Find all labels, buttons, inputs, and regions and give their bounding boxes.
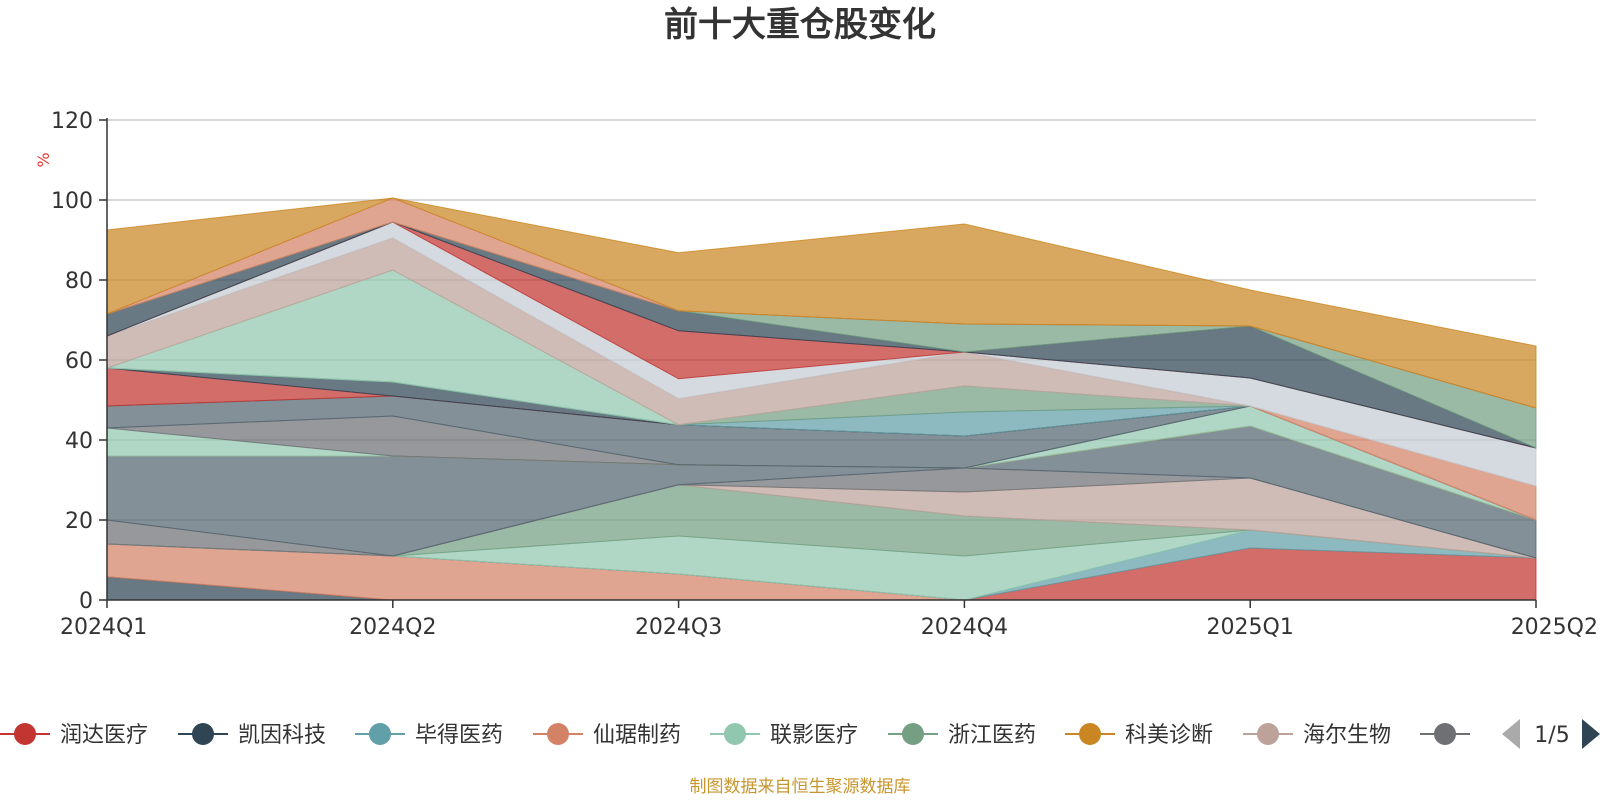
chart-title: 前十大重仓股变化 [664,5,936,45]
legend-marker [1079,723,1101,745]
stacked-areas [106,197,1537,601]
x-tick-label: 2024Q1 [60,615,147,640]
legend-marker [1257,723,1279,745]
legend-marker [1434,723,1456,745]
x-tick-label: 2024Q3 [635,615,722,640]
y-tick-label: 0 [79,589,93,614]
y-tick-label: 100 [51,189,93,214]
x-tick-label: 2024Q2 [349,615,436,640]
legend: 润达医疗 凯因科技 毕得医药 仙琚制药 联影医疗 浙江医药 科美诊断 海尔生物 [0,723,1470,748]
source-note: 制图数据来自恒生聚源数据库 [690,777,911,797]
axes: 0 20 40 60 80 100 120 2024Q1 2024Q2 2024Q3 2024Q4 2… [51,109,1598,640]
legend-pager: 1/5 [1502,719,1600,749]
y-tick-label: 40 [65,429,93,454]
y-tick-label: 20 [65,509,93,534]
legend-page-indicator: 1/5 [1534,723,1569,748]
x-tick-label: 2024Q4 [921,615,1008,640]
legend-marker [724,723,746,745]
legend-marker [547,723,569,745]
x-tick-label: 2025Q1 [1207,615,1294,640]
y-axis-unit-label: % [34,152,53,167]
y-tick-label: 80 [65,269,93,294]
legend-marker [14,723,36,745]
legend-item-label: 海尔生物 [1303,723,1391,748]
legend-item-label: 科美诊断 [1125,723,1213,748]
y-tick-label: 60 [65,349,93,374]
legend-item-label: 仙琚制药 [593,723,681,748]
y-tick-label: 120 [51,109,93,134]
legend-marker [369,723,391,745]
legend-prev-arrow-icon[interactable] [1502,719,1520,749]
legend-item-label: 润达医疗 [60,723,148,748]
legend-item-label: 浙江医药 [948,723,1036,748]
legend-next-arrow-icon[interactable] [1582,719,1600,749]
legend-item-label: 毕得医药 [415,723,503,748]
x-tick-label: 2025Q2 [1511,615,1598,640]
legend-item-label: 联影医疗 [770,723,858,748]
legend-marker [902,723,924,745]
legend-marker [192,723,214,745]
area-band [106,197,1537,409]
legend-item-label: 凯因科技 [238,723,326,748]
